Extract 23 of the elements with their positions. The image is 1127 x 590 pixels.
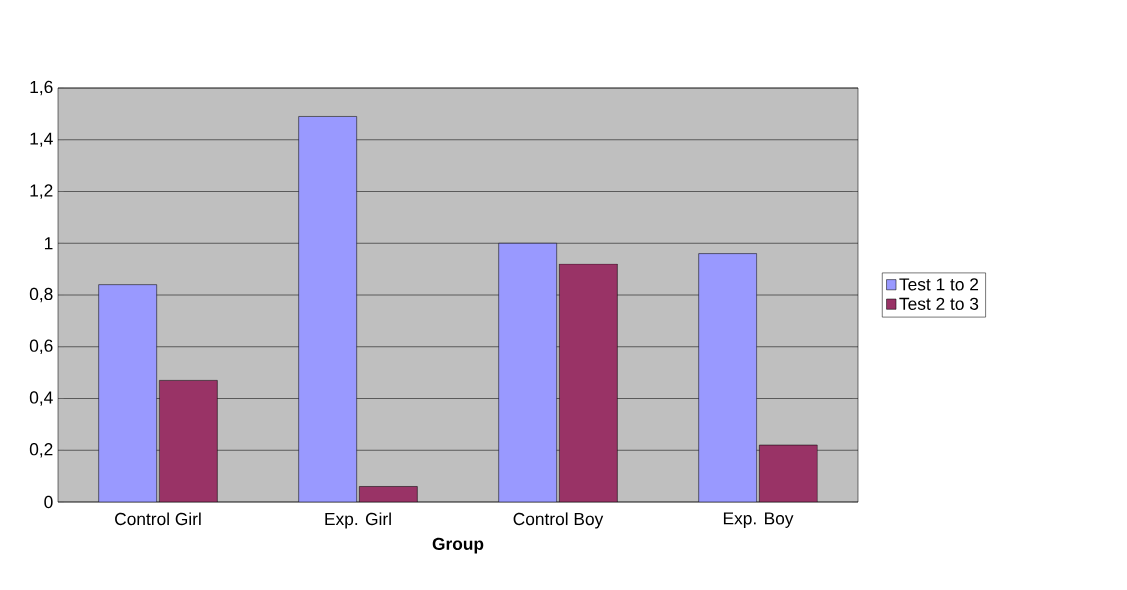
y-tick-label: 0,4 [29,391,53,406]
bar [559,263,618,502]
bar [698,253,757,502]
x-tick-label: Exp. Girl [325,512,391,529]
y-tick-label: 0,8 [29,287,53,303]
y-tick-label: 0,6 [29,339,53,354]
y-tick-label: 1,4 [30,132,53,147]
bar [498,242,557,502]
x-tick-label: Control Boy [513,512,604,529]
legend-label: Test 2 to 3 [899,297,979,310]
x-axis-title: Group [432,537,484,554]
x-tick-label: Exp. Boy [723,512,794,528]
y-tick-label: 1,6 [30,80,53,96]
legend-label: Test 1 to 2 [899,278,979,291]
y-tick-label: 0,2 [29,443,53,458]
bar [759,444,818,502]
y-tick-label: 1 [44,237,53,250]
x-tick-label: Control Girl [115,512,201,526]
y-tick-label: 0 [44,495,53,509]
y-tick-label: 1,2 [30,184,53,199]
bar [298,116,357,502]
bar [98,284,157,502]
bar [159,380,218,502]
